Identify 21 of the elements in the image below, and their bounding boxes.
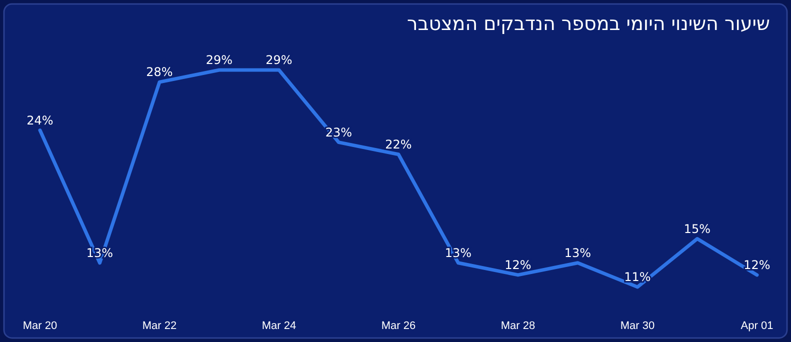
x-tick-label: Mar 20 [22,320,58,332]
x-tick-label: Mar 22 [142,320,177,332]
data-label: 13% [86,246,114,260]
data-label: 22% [385,137,412,152]
data-label: 24% [26,113,54,128]
data-label: 12% [744,258,770,272]
data-label: 11% [624,270,651,284]
data-label: 29% [266,53,292,67]
data-label: 29% [206,53,233,67]
chart-title: שיעור השינוי היומי במספר הנדבקים המצטבר [407,13,770,35]
data-label: 13% [564,246,592,260]
x-tick-label: Apr 01 [740,320,774,332]
x-tick-label: Mar 26 [381,320,416,332]
x-tick-label: Mar 30 [620,320,655,332]
data-label: 23% [325,125,352,140]
data-label: 12% [504,258,532,272]
data-label: 28% [146,65,173,80]
x-tick-label: Mar 24 [262,320,296,332]
x-tick-label: Mar 28 [500,320,536,332]
data-label: 13% [444,246,472,260]
data-label: 15% [684,222,711,236]
